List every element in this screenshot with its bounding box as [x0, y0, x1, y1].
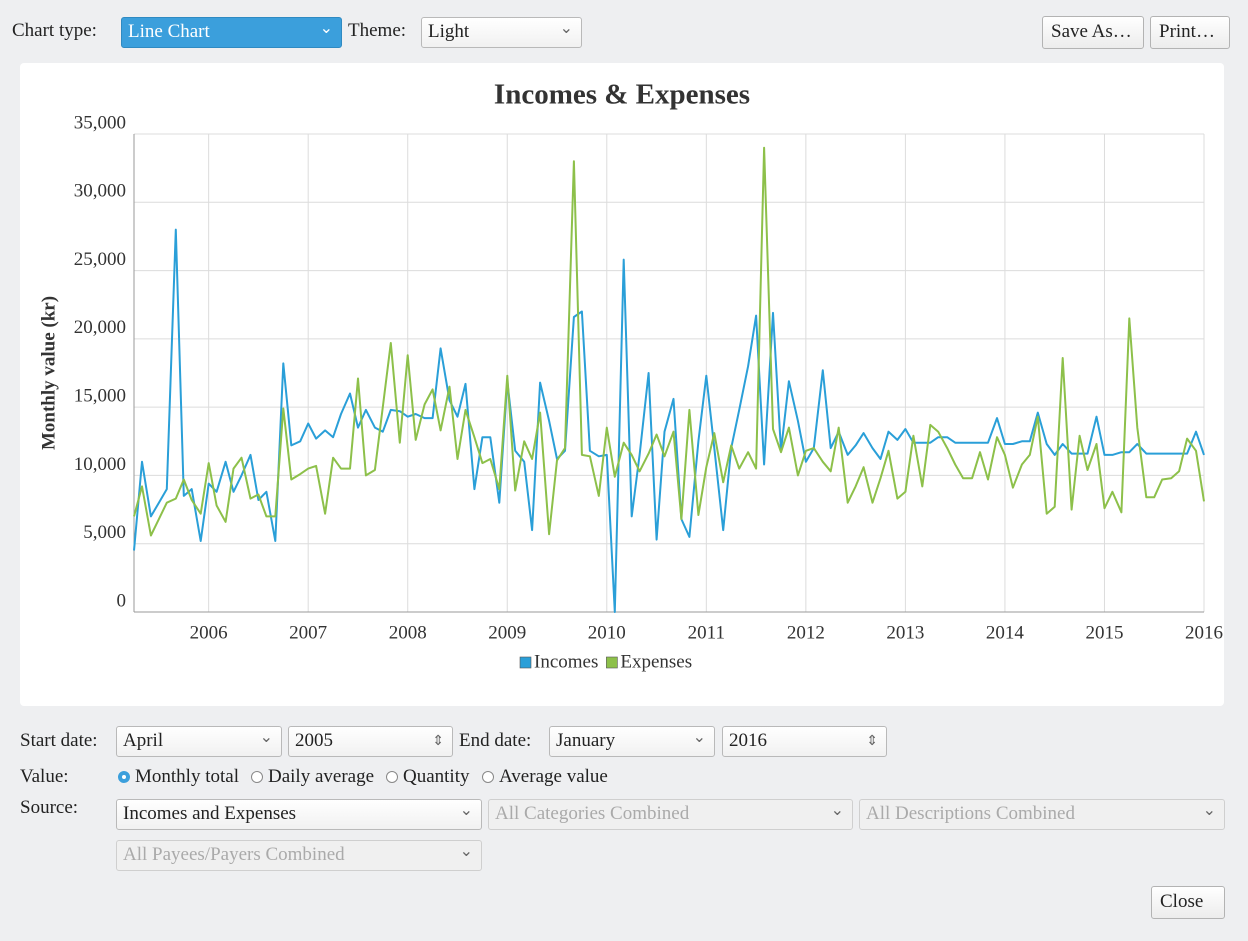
x-tick-label: 2014 [986, 622, 1024, 643]
end-year-spinner[interactable]: 2016 [722, 726, 887, 757]
x-tick-label: 2007 [289, 622, 327, 643]
legend-swatch [606, 657, 617, 668]
y-tick-label: 25,000 [74, 249, 126, 270]
start-date-label: Start date: [20, 730, 98, 752]
chart-type-combo[interactable]: Line Chart [121, 17, 342, 48]
x-tick-label: 2010 [588, 622, 626, 643]
radio-label: Daily average [268, 766, 374, 788]
start-year-spinner[interactable]: 2005 [288, 726, 453, 757]
value-radio[interactable]: Monthly total [118, 766, 239, 788]
x-tick-label: 2011 [688, 622, 725, 643]
legend-swatch [520, 657, 531, 668]
radio-indicator [251, 771, 263, 783]
x-tick-label: 2015 [1085, 622, 1123, 643]
value-radio[interactable]: Average value [482, 766, 608, 788]
value-label: Value: [20, 766, 69, 788]
chart-title: Incomes & Expenses [494, 79, 750, 111]
line-series [134, 148, 1204, 536]
close-button[interactable]: Close [1151, 886, 1225, 919]
legend-label: Expenses [620, 651, 692, 672]
theme-combo[interactable]: Light [421, 17, 582, 48]
y-tick-label: 30,000 [74, 181, 126, 202]
categories-combo: All Categories Combined [488, 799, 853, 830]
x-tick-label: 2008 [389, 622, 427, 643]
radio-label: Average value [499, 766, 608, 788]
radio-indicator [482, 771, 494, 783]
source-combo[interactable]: Incomes and Expenses [116, 799, 482, 830]
x-tick-label: 2012 [787, 622, 825, 643]
radio-indicator [118, 771, 130, 783]
print-button[interactable]: Print… [1150, 16, 1230, 49]
x-tick-label: 2006 [190, 622, 228, 643]
radio-indicator [386, 771, 398, 783]
legend-label: Incomes [534, 651, 598, 672]
source-label: Source: [20, 797, 78, 819]
theme-label: Theme: [348, 20, 406, 42]
x-tick-label: 2009 [488, 622, 526, 643]
y-tick-label: 10,000 [74, 454, 126, 475]
descriptions-combo: All Descriptions Combined [859, 799, 1225, 830]
chart-type-label: Chart type: [12, 20, 97, 42]
end-date-label: End date: [459, 730, 531, 752]
start-month-combo[interactable]: April [116, 726, 282, 757]
y-tick-label: 0 [117, 590, 127, 611]
y-tick-label: 15,000 [74, 386, 126, 407]
value-radio[interactable]: Daily average [251, 766, 374, 788]
y-tick-label: 35,000 [74, 112, 126, 133]
chart-panel: Incomes & Expenses Monthly value (kr) 0 5… [20, 63, 1224, 706]
end-month-combo[interactable]: January [549, 726, 715, 757]
radio-label: Monthly total [135, 766, 239, 788]
line-series [134, 230, 1204, 612]
chart: Incomes & Expenses Monthly value (kr) 0 5… [20, 63, 1224, 706]
x-tick-label: 2016 [1185, 622, 1223, 643]
y-axis-label: Monthly value (kr) [38, 296, 59, 450]
y-tick-label: 20,000 [74, 317, 126, 338]
value-radio[interactable]: Quantity [386, 766, 470, 788]
x-tick-label: 2013 [886, 622, 924, 643]
radio-label: Quantity [403, 766, 470, 788]
payees-combo: All Payees/Payers Combined [116, 840, 482, 871]
save-as-button[interactable]: Save As… [1042, 16, 1144, 49]
y-tick-label: 5,000 [83, 522, 126, 543]
